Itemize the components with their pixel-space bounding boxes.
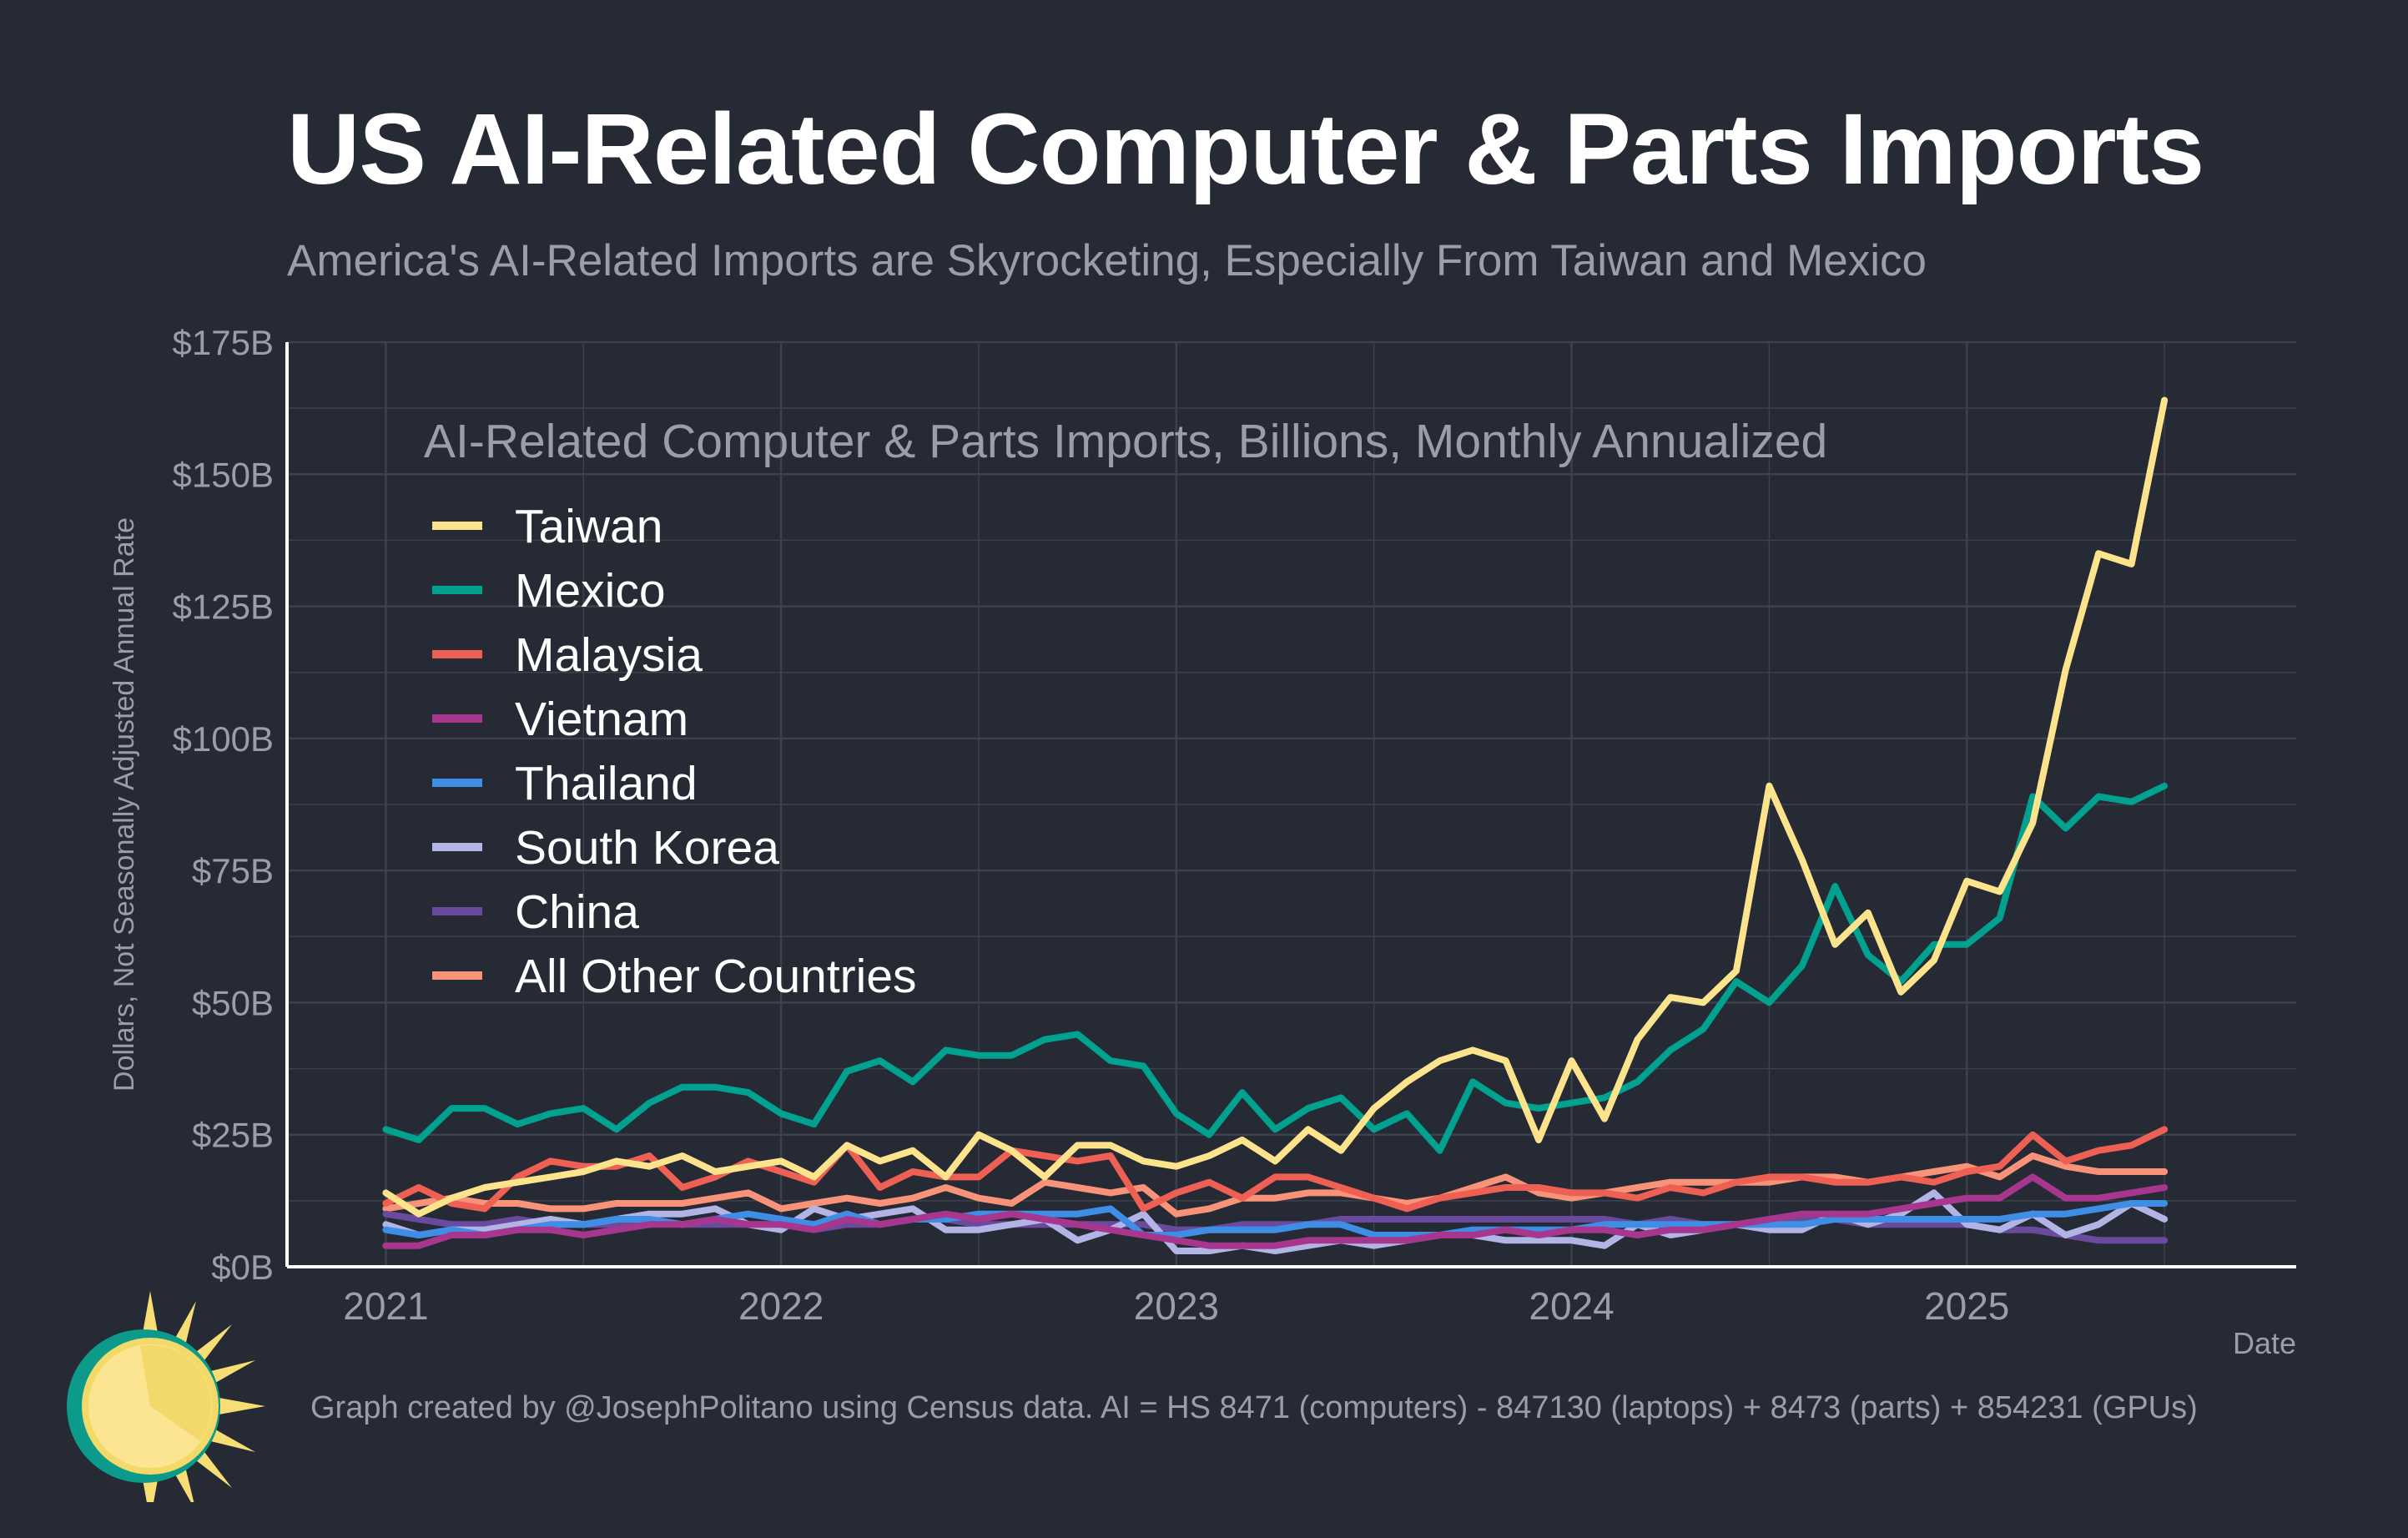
series-lines — [382, 396, 2169, 1254]
y-tick-label: $175B — [173, 323, 274, 362]
x-tick-label: 2023 — [1134, 1284, 1219, 1328]
legend-label: All Other Countries — [515, 950, 917, 1003]
y-tick-label: $100B — [173, 719, 274, 759]
series-line-taiwan — [382, 396, 2169, 1218]
legend-label: Taiwan — [515, 500, 662, 553]
x-axis-label: Date — [2233, 1326, 2296, 1360]
y-tick-label: $0B — [211, 1248, 274, 1287]
series-line-south-korea — [382, 1189, 2169, 1254]
legend-label: Mexico — [515, 564, 666, 618]
chart-title: US AI-Related Computer & Parts Imports — [287, 92, 2204, 205]
legend-label: Thailand — [515, 757, 698, 810]
series-line-vietnam — [382, 1173, 2169, 1249]
chart-subtitle: America's AI-Related Imports are Skyrock… — [287, 236, 1927, 285]
x-tick-label: 2021 — [343, 1284, 428, 1328]
legend-label: Malaysia — [515, 628, 703, 682]
series-line-malaysia — [382, 1126, 2169, 1213]
y-tick-label: $150B — [173, 455, 274, 494]
sun-logo-icon — [67, 1291, 265, 1502]
legend-title: AI-Related Computer & Parts Imports, Bil… — [424, 415, 1827, 468]
gridlines — [287, 340, 2296, 1268]
x-tick-label: 2022 — [738, 1284, 824, 1328]
legend-label: South Korea — [515, 821, 779, 875]
legend-label: Vietnam — [515, 693, 688, 746]
y-tick-label: $25B — [192, 1116, 274, 1155]
source-note: Graph created by @JosephPolitano using C… — [310, 1390, 2198, 1425]
y-tick-label: $75B — [192, 851, 274, 890]
x-tick-label: 2025 — [1924, 1284, 2009, 1328]
series-line-mexico — [382, 782, 2169, 1154]
x-tick-label: 2024 — [1529, 1284, 1614, 1328]
legend-label: China — [515, 885, 639, 939]
axes: $0B $25B $50B $75B $100B $125B $150B $175B 2021 2… — [108, 323, 2296, 1360]
y-tick-label: $50B — [192, 983, 274, 1022]
y-tick-label: $125B — [173, 587, 274, 627]
y-axis-label: Dollars, Not Seasonally Adjusted Annual … — [108, 517, 140, 1092]
legend: AI-Related Computer & Parts Imports, Bil… — [424, 415, 1827, 1003]
